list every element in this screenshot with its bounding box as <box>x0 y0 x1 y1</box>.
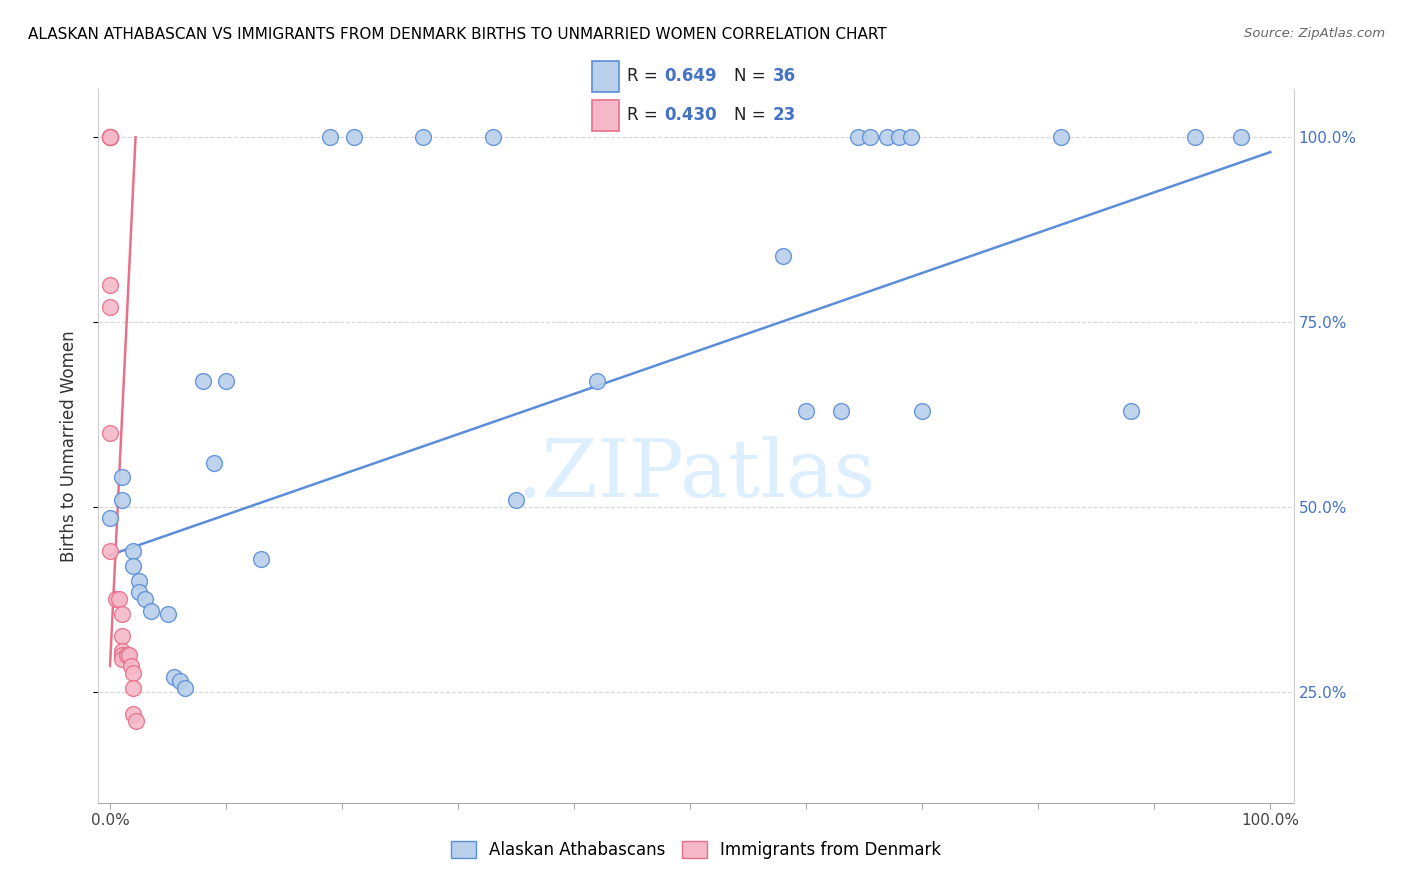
Point <box>111 644 134 658</box>
Point <box>122 544 145 558</box>
Point <box>215 374 238 388</box>
Point <box>134 592 156 607</box>
Point <box>900 130 922 145</box>
Point <box>876 130 898 145</box>
Text: 36: 36 <box>773 68 796 86</box>
Point <box>848 130 870 145</box>
Text: 0.430: 0.430 <box>665 106 717 124</box>
Point <box>830 404 852 418</box>
Point <box>111 651 134 665</box>
Point <box>794 404 817 418</box>
Point <box>887 130 910 145</box>
Point <box>1119 404 1142 418</box>
Point <box>139 603 162 617</box>
Point <box>98 130 121 145</box>
Point <box>98 130 121 145</box>
Point <box>859 130 882 145</box>
FancyBboxPatch shape <box>592 100 619 130</box>
Point <box>772 249 794 263</box>
Point <box>122 559 145 574</box>
Text: Source: ZipAtlas.com: Source: ZipAtlas.com <box>1244 27 1385 40</box>
Text: .ZIPatlas: .ZIPatlas <box>516 435 876 514</box>
Point <box>128 585 150 599</box>
Point <box>98 301 121 315</box>
Point <box>120 659 142 673</box>
Point <box>117 648 139 662</box>
Point <box>122 707 145 722</box>
FancyBboxPatch shape <box>592 62 619 92</box>
Point <box>111 648 134 662</box>
Legend: Alaskan Athabascans, Immigrants from Denmark: Alaskan Athabascans, Immigrants from Den… <box>444 834 948 866</box>
Point <box>117 648 139 662</box>
Point <box>98 544 121 558</box>
Point <box>128 574 150 588</box>
Text: 0.649: 0.649 <box>665 68 717 86</box>
Point <box>1230 130 1253 145</box>
Point <box>111 607 134 622</box>
Point <box>174 681 197 696</box>
Text: N =: N = <box>734 106 770 124</box>
Point <box>250 551 273 566</box>
Y-axis label: Births to Unmarried Women: Births to Unmarried Women <box>59 330 77 562</box>
Point <box>911 404 934 418</box>
Text: R =: R = <box>627 106 664 124</box>
Text: R =: R = <box>627 68 664 86</box>
Point <box>111 470 134 484</box>
Point <box>104 592 127 607</box>
Point <box>163 670 186 684</box>
Point <box>412 130 434 145</box>
Point <box>108 592 131 607</box>
Point <box>111 492 134 507</box>
Point <box>98 130 121 145</box>
Point <box>122 681 145 696</box>
Text: N =: N = <box>734 68 770 86</box>
Point <box>505 492 527 507</box>
Point <box>98 511 121 525</box>
Point <box>124 714 146 729</box>
Point <box>98 278 121 293</box>
Text: ALASKAN ATHABASCAN VS IMMIGRANTS FROM DENMARK BIRTHS TO UNMARRIED WOMEN CORRELAT: ALASKAN ATHABASCAN VS IMMIGRANTS FROM DE… <box>28 27 887 42</box>
Point <box>111 629 134 643</box>
Point <box>98 425 121 440</box>
Text: 23: 23 <box>773 106 796 124</box>
Point <box>482 130 505 145</box>
Point <box>169 673 191 688</box>
Point <box>1050 130 1073 145</box>
Point <box>191 374 214 388</box>
Point <box>1184 130 1206 145</box>
Point <box>98 130 121 145</box>
Point <box>157 607 180 622</box>
Point <box>98 130 121 145</box>
Point <box>343 130 366 145</box>
Point <box>319 130 342 145</box>
Point <box>204 456 226 470</box>
Point <box>122 666 145 681</box>
Point <box>586 374 609 388</box>
